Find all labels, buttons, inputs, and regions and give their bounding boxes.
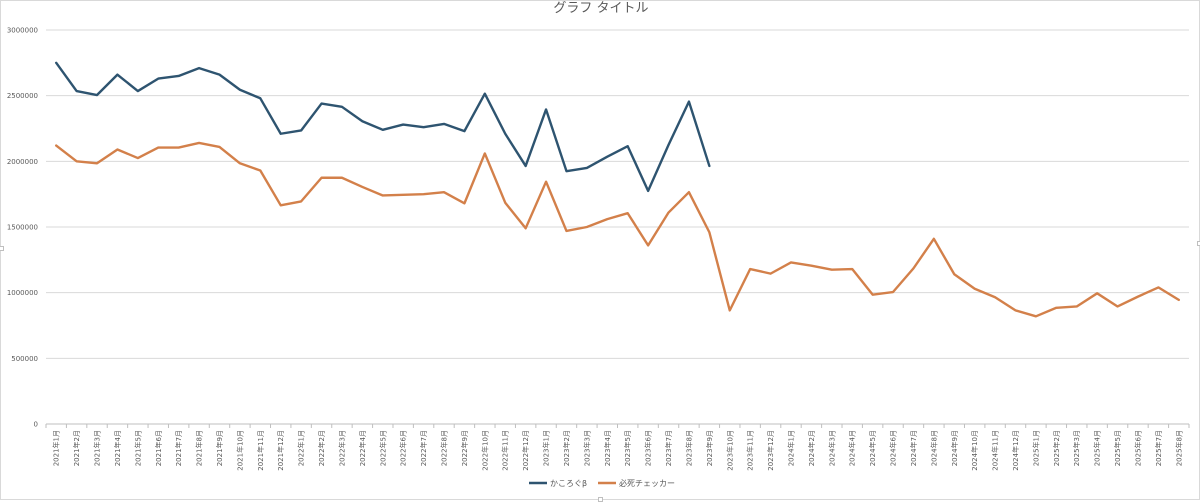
x-tick-label: 2021年3月 [93, 430, 102, 466]
x-tick-label: 2022年4月 [358, 430, 367, 466]
legend: かころぐβ 必死チェッカー [529, 478, 675, 488]
x-tick-label: 2022年6月 [399, 430, 408, 466]
x-tick-label: 2021年6月 [154, 430, 163, 466]
x-tick-label: 2023年11月 [746, 430, 755, 471]
resize-handle-left[interactable] [0, 246, 4, 251]
resize-handle-right[interactable] [1197, 241, 1200, 246]
legend-label: 必死チェッカー [619, 478, 675, 488]
x-tick-label: 2025年7月 [1154, 430, 1163, 466]
x-tick-label: 2021年2月 [72, 430, 81, 466]
x-tick-label: 2023年10月 [725, 430, 734, 471]
x-tick-label: 2025年3月 [1072, 430, 1081, 466]
legend-label: かころぐβ [550, 479, 587, 488]
series-lines [55, 61, 1180, 318]
x-tick-label: 2021年7月 [174, 430, 183, 466]
x-tick-label: 2021年4月 [113, 430, 122, 466]
x-tick-label: 2024年3月 [827, 430, 836, 466]
x-tick-label: 2023年8月 [684, 430, 693, 466]
y-axis-tick-labels: 0 500000 1000000 1500000 2000000 2500000 30000… [7, 27, 38, 429]
x-tick-label: 2025年1月 [1031, 430, 1040, 466]
x-tick-label: 2022年3月 [337, 430, 346, 466]
x-tick-label: 2025年6月 [1133, 430, 1142, 466]
x-tick-label: 2022年2月 [317, 430, 326, 466]
x-tick-label: 2022年5月 [378, 430, 387, 466]
y-tick-label: 2000000 [7, 158, 38, 166]
x-tick-label: 2023年1月 [542, 430, 551, 466]
x-tick-label: 2023年4月 [603, 430, 612, 466]
y-tick-label: 0 [34, 421, 38, 429]
x-tick-label: 2024年1月 [786, 430, 795, 466]
x-tick-label: 2023年7月 [664, 430, 673, 466]
x-tick-label: 2023年3月 [582, 430, 591, 466]
x-tick-label: 2024年10月 [970, 430, 979, 471]
x-tick-label: 2022年9月 [460, 430, 469, 466]
x-tick-label: 2022年7月 [419, 430, 428, 466]
x-axis-tick-labels: 2021年1月 2021年2月 2021年3月 2021年4月 2021年5月 2021年… [52, 430, 1184, 471]
x-tick-label: 2021年12月 [276, 430, 285, 471]
x-tick-label: 2023年9月 [705, 430, 714, 466]
y-tick-label: 1500000 [7, 224, 38, 232]
series-line-1 [55, 61, 711, 193]
x-tick-label: 2024年2月 [807, 430, 816, 466]
x-tick-label: 2021年8月 [195, 430, 204, 466]
x-tick-label: 2022年8月 [440, 430, 449, 466]
x-tick-label: 2023年6月 [644, 430, 653, 466]
x-tick-label: 2023年2月 [562, 430, 571, 466]
x-tick-label: 2024年6月 [889, 430, 898, 466]
series-line-2 [55, 141, 1180, 318]
x-tick-label: 2021年10月 [235, 430, 244, 471]
x-tick-label: 2023年5月 [623, 430, 632, 466]
x-tick-label: 2021年11月 [256, 430, 265, 471]
x-tick-label: 2024年12月 [1011, 430, 1020, 471]
y-tick-label: 3000000 [7, 27, 38, 35]
x-tick-label: 2024年11月 [991, 430, 1000, 471]
x-tick-label: 2024年4月 [848, 430, 857, 466]
x-tick-label: 2025年2月 [1052, 430, 1061, 466]
x-tick-label: 2022年10月 [480, 430, 489, 471]
x-tick-label: 2022年11月 [501, 430, 510, 471]
x-tick-label: 2024年7月 [909, 430, 918, 466]
y-tick-label: 1000000 [7, 289, 38, 297]
x-tick-label: 2021年9月 [215, 430, 224, 466]
x-tick-label: 2025年8月 [1174, 430, 1183, 466]
x-tick-label: 2025年4月 [1093, 430, 1102, 466]
y-tick-label: 2500000 [7, 92, 38, 100]
x-tick-label: 2024年8月 [929, 430, 938, 466]
x-tick-label: 2025年5月 [1113, 430, 1122, 466]
x-tick-label: 2024年9月 [950, 430, 959, 466]
gridlines [45, 29, 1190, 428]
x-tick-label: 2022年1月 [297, 430, 306, 466]
x-tick-label: 2023年12月 [766, 430, 775, 471]
x-tick-label: 2021年1月 [52, 430, 61, 466]
chart-title: グラフ タイトル [553, 1, 648, 16]
y-tick-label: 500000 [11, 355, 38, 363]
x-tick-label: 2021年5月 [133, 430, 142, 466]
x-tick-label: 2024年5月 [868, 430, 877, 466]
x-tick-label: 2022年12月 [521, 430, 530, 471]
